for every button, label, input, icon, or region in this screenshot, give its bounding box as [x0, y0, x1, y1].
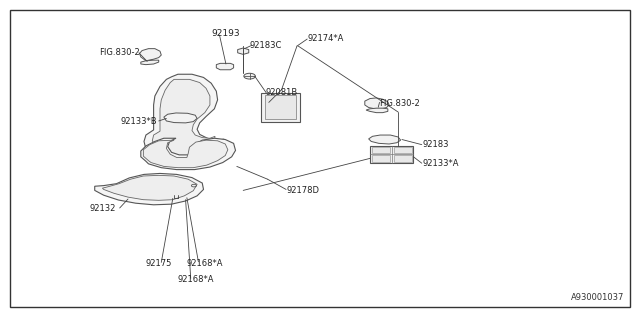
Text: 92174*A: 92174*A [307, 34, 344, 43]
Polygon shape [95, 173, 204, 205]
Polygon shape [141, 60, 159, 65]
Text: 92183: 92183 [422, 140, 449, 149]
Polygon shape [141, 138, 236, 170]
Text: 92175: 92175 [146, 259, 172, 268]
Bar [372, 156, 390, 162]
Text: 92168*A: 92168*A [178, 275, 214, 284]
Circle shape [244, 73, 255, 79]
Polygon shape [143, 140, 228, 168]
Text: 92132: 92132 [90, 204, 116, 213]
Polygon shape [152, 79, 215, 156]
Bar [372, 147, 390, 153]
Bar [394, 156, 412, 162]
Polygon shape [237, 48, 249, 54]
Text: A930001037: A930001037 [571, 293, 624, 302]
Polygon shape [102, 175, 197, 200]
Polygon shape [216, 63, 234, 70]
Text: 92193: 92193 [211, 29, 240, 38]
Text: 92183C: 92183C [250, 41, 282, 50]
Text: FIG.830-2: FIG.830-2 [380, 99, 420, 108]
Polygon shape [369, 135, 401, 144]
Polygon shape [365, 98, 389, 109]
Bar [394, 147, 412, 153]
Text: FIG.830-2: FIG.830-2 [99, 48, 140, 57]
Polygon shape [144, 74, 225, 164]
FancyBboxPatch shape [261, 93, 300, 122]
Text: 92133*B: 92133*B [120, 117, 157, 126]
Polygon shape [366, 108, 388, 113]
Polygon shape [164, 113, 197, 123]
Bar [265, 95, 296, 119]
Polygon shape [140, 49, 161, 61]
Text: 92168*A: 92168*A [187, 259, 223, 268]
Text: 92081B: 92081B [266, 88, 298, 97]
Text: 92133*A: 92133*A [422, 159, 459, 168]
Text: 92178D: 92178D [287, 186, 320, 195]
Bar [370, 146, 413, 163]
